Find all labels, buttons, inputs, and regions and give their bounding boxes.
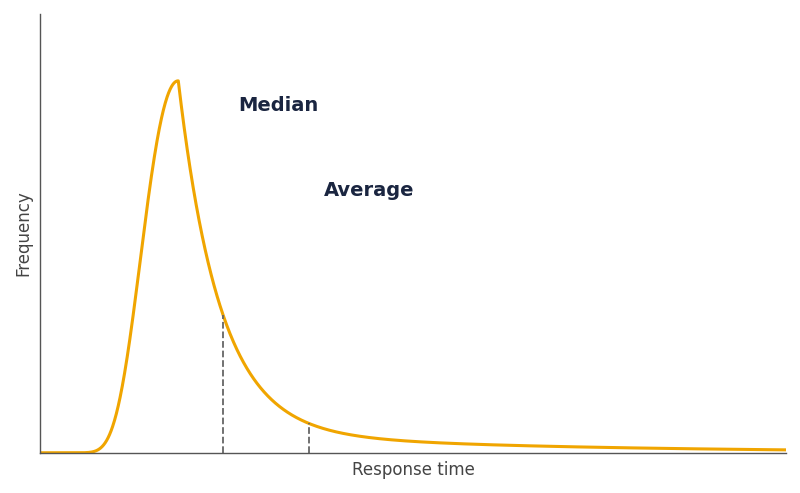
Text: Average: Average	[324, 181, 414, 200]
Y-axis label: Frequency: Frequency	[14, 190, 32, 276]
X-axis label: Response time: Response time	[352, 461, 474, 479]
Text: Median: Median	[238, 96, 318, 115]
